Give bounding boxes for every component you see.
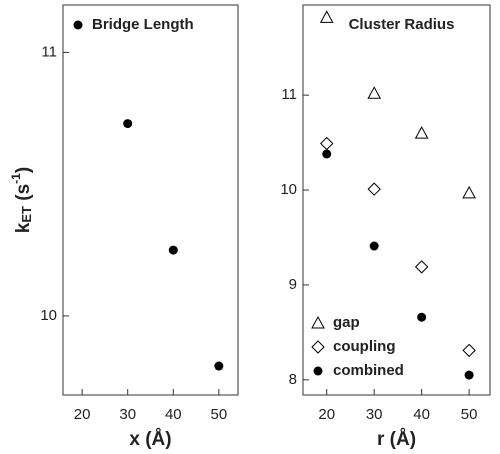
- marker: [367, 182, 381, 196]
- x-tick-label: 50: [461, 406, 478, 423]
- y-tick-label: 11: [41, 43, 57, 60]
- plot-frame: [62, 4, 239, 396]
- y-label-sub: ET: [19, 206, 34, 223]
- y-axis-label: kET (s-1): [9, 167, 34, 233]
- marker: [311, 315, 325, 329]
- marker: [73, 20, 83, 30]
- legend-label: coupling: [333, 338, 396, 355]
- y-label-sup: -1: [9, 173, 23, 184]
- marker: [214, 361, 224, 371]
- marker: [464, 370, 474, 380]
- x-axis-label: r (Å): [377, 429, 416, 450]
- y-label-part: (s: [13, 184, 34, 206]
- marker: [417, 312, 427, 322]
- x-tick-label: 20: [74, 406, 91, 423]
- marker: [313, 366, 323, 376]
- y-label-part: k: [13, 222, 34, 233]
- x-tick-label: 30: [119, 406, 136, 423]
- marker: [322, 149, 332, 159]
- marker: [414, 126, 429, 139]
- y-label-part: ): [13, 167, 34, 173]
- marker: [369, 241, 379, 251]
- y-tick-label: 10: [280, 181, 297, 198]
- marker: [462, 343, 476, 358]
- marker: [311, 340, 325, 354]
- x-tick-label: 40: [165, 406, 182, 423]
- marker: [168, 245, 178, 255]
- y-tick-label: 11: [281, 86, 297, 103]
- marker: [123, 119, 133, 129]
- x-tick-label: 40: [413, 406, 430, 423]
- x-tick-label: 30: [366, 406, 383, 423]
- chart-title: Cluster Radius: [349, 16, 455, 33]
- y-tick-label: 10: [40, 307, 57, 324]
- marker: [319, 10, 334, 23]
- x-tick-label: 20: [318, 406, 335, 423]
- marker: [462, 185, 476, 199]
- chart-title: Bridge Length: [92, 16, 194, 33]
- plot-frame: [302, 4, 491, 396]
- marker: [414, 260, 429, 274]
- y-tick-label: 9: [289, 276, 297, 293]
- marker: [367, 86, 382, 99]
- y-tick-label: 8: [289, 371, 297, 388]
- marker: [320, 136, 334, 151]
- legend-label: combined: [333, 362, 404, 379]
- legend-label: gap: [333, 314, 360, 331]
- x-tick-label: 50: [211, 406, 228, 423]
- x-axis-label: x (Å): [129, 429, 171, 450]
